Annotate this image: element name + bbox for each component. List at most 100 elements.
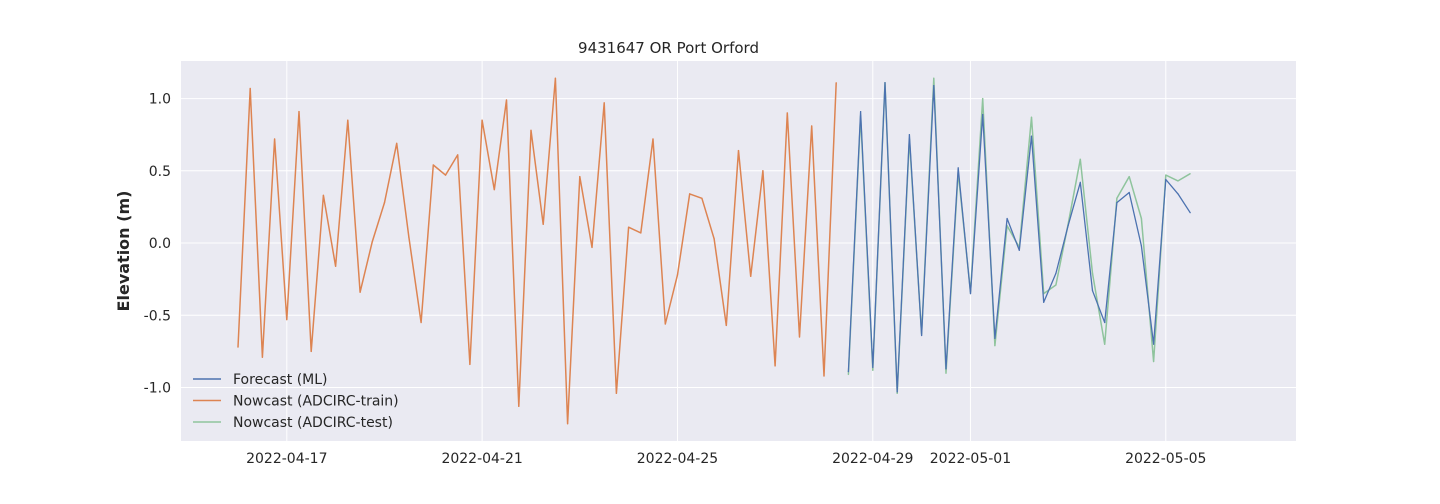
data-point <box>371 241 373 243</box>
data-point <box>872 369 874 371</box>
plot-area <box>181 61 1296 441</box>
data-point <box>945 368 947 370</box>
data-point <box>896 391 898 393</box>
data-point <box>1104 343 1106 345</box>
data-point <box>689 193 691 195</box>
data-point <box>591 246 593 248</box>
y-axis-label: Elevation (m) <box>114 191 133 312</box>
data-point <box>860 111 862 113</box>
legend-label: Nowcast (ADCIRC-train) <box>233 394 399 410</box>
data-point <box>1165 178 1167 181</box>
data-point <box>420 321 422 324</box>
data-point <box>1140 245 1142 247</box>
data-point <box>945 372 947 374</box>
data-point <box>1189 212 1191 214</box>
data-point <box>994 337 996 339</box>
data-point <box>359 291 361 293</box>
data-point <box>542 223 544 225</box>
chart-title: 9431647 OR Port Orford <box>578 39 759 57</box>
data-point <box>652 138 654 140</box>
data-point <box>982 98 984 100</box>
x-tick-label: 2022-04-25 <box>637 451 718 467</box>
data-point <box>1177 180 1179 182</box>
data-point <box>493 189 495 191</box>
data-point <box>554 77 557 79</box>
data-point <box>1140 217 1142 220</box>
data-point <box>383 202 386 204</box>
data-point <box>298 111 300 113</box>
data-point <box>615 392 618 394</box>
data-point <box>1128 176 1130 178</box>
data-point <box>1091 272 1094 274</box>
data-point <box>896 392 898 394</box>
data-point <box>1091 290 1094 292</box>
data-point <box>823 375 825 377</box>
data-point <box>933 85 935 87</box>
data-point <box>1018 249 1020 251</box>
data-point <box>847 371 850 373</box>
data-point <box>274 138 276 140</box>
data-point <box>762 170 764 172</box>
data-point <box>1006 217 1008 220</box>
x-axis-ticks: 2022-04-17 2022-04-21 2022-04-25 2022-04-29… <box>246 451 1206 467</box>
data-point <box>628 226 630 228</box>
data-point <box>396 142 398 144</box>
data-point <box>884 82 886 84</box>
data-point <box>1055 284 1057 286</box>
data-point <box>322 194 324 196</box>
data-point <box>664 323 666 325</box>
y-axis-ticks: -1.0 -0.5 0.0 0.5 1.0 <box>144 92 171 397</box>
series-line-1 <box>237 77 837 425</box>
data-point <box>750 275 752 277</box>
data-point <box>957 167 959 169</box>
data-point <box>1177 193 1179 195</box>
data-point <box>432 164 434 166</box>
legend-label: Forecast (ML) <box>233 372 328 388</box>
data-point <box>1043 301 1045 303</box>
data-point <box>505 99 508 101</box>
data-point <box>1128 191 1130 194</box>
data-point <box>811 125 813 127</box>
y-tick-label: -1.0 <box>144 381 171 397</box>
data-point <box>1079 181 1081 183</box>
data-point <box>982 113 984 116</box>
grid-lines <box>181 61 1296 441</box>
data-point <box>1104 321 1106 324</box>
data-point <box>1067 225 1069 227</box>
data-point <box>933 77 935 79</box>
data-point <box>701 197 703 199</box>
data-point <box>408 236 410 238</box>
data-point <box>1165 174 1167 176</box>
x-tick-label: 2022-05-01 <box>930 451 1011 467</box>
data-point <box>310 350 312 352</box>
data-point <box>603 102 605 104</box>
data-point <box>1030 135 1033 137</box>
data-point <box>567 423 569 425</box>
data-point <box>518 405 520 407</box>
data-point <box>469 363 471 365</box>
data-point <box>713 238 715 240</box>
data-point <box>1055 272 1057 274</box>
data-point <box>579 176 581 178</box>
x-tick-label: 2022-04-17 <box>246 451 327 467</box>
data-point <box>774 365 776 367</box>
data-point <box>237 346 239 348</box>
data-point <box>335 265 337 267</box>
data-point <box>530 129 532 131</box>
data-point <box>872 366 874 368</box>
y-tick-label: -0.5 <box>144 308 171 324</box>
data-point <box>1116 202 1118 204</box>
data-point <box>1079 158 1081 160</box>
data-point <box>249 87 251 90</box>
data-point <box>347 119 349 121</box>
data-point <box>908 134 911 136</box>
x-tick-label: 2022-05-05 <box>1125 451 1206 467</box>
data-point <box>835 82 837 84</box>
data-point <box>737 150 740 152</box>
data-point <box>1189 173 1191 175</box>
data-point <box>786 112 788 114</box>
data-point <box>847 373 850 376</box>
data-point <box>1153 360 1155 363</box>
data-point <box>640 232 642 234</box>
